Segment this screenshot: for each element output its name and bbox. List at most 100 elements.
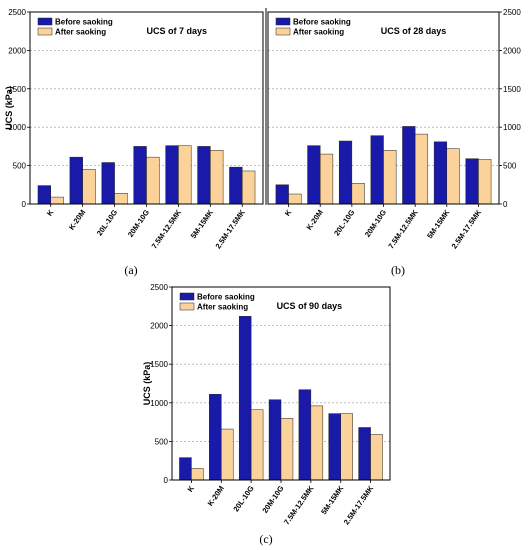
bar-after-soaking	[114, 192, 128, 205]
x-tick-label: K	[45, 208, 56, 218]
y-tick-label: 1500	[8, 85, 26, 94]
y-tick-label: 2500	[503, 8, 521, 17]
bar-before-soaking	[69, 156, 83, 205]
bar-before-soaking	[229, 166, 243, 205]
bar-before-soaking	[268, 399, 282, 481]
y-tick-label: 500	[155, 437, 169, 446]
bar-after-soaking	[383, 149, 397, 205]
bar-after-soaking	[319, 153, 334, 205]
bar-before-soaking	[307, 145, 321, 205]
panel-label: (a)	[124, 263, 137, 277]
x-tick-label: 20L-10G	[332, 208, 356, 238]
x-tick-label: K-20M	[206, 484, 226, 508]
bar-before-soaking	[402, 126, 416, 205]
y-tick-label: 2500	[8, 8, 26, 17]
y-tick-label: 2500	[150, 283, 168, 292]
legend-label: After saoking	[293, 28, 344, 37]
x-tick-label: K-20M	[67, 208, 87, 232]
bar-before-soaking	[465, 158, 479, 205]
bar-after-soaking	[414, 133, 429, 205]
bar-after-soaking	[146, 156, 160, 205]
legend-swatch-after	[179, 302, 195, 311]
x-tick-label: 2.5M-17.5MK	[213, 208, 247, 251]
y-tick-label: 2000	[8, 46, 26, 55]
bar-after-soaking	[351, 183, 365, 205]
bar-before-soaking	[328, 413, 341, 481]
x-tick-label: 20M-10G	[363, 208, 388, 239]
legend-label: Before saoking	[55, 18, 113, 27]
legend-label: After saoking	[197, 303, 248, 312]
y-tick-label: 0	[164, 476, 169, 485]
plot-frame	[171, 286, 391, 481]
bar-after-soaking	[478, 159, 492, 205]
x-tick-label: 7.5M-12.5MK	[150, 208, 184, 251]
legend-swatch-after	[275, 27, 291, 36]
bar-before-soaking	[433, 141, 448, 205]
panel-label: (c)	[259, 532, 272, 546]
bar-after-soaking	[340, 413, 353, 481]
y-tick-label: 1000	[8, 123, 26, 132]
bar-before-soaking	[370, 135, 384, 205]
x-tick-label: 20L-10G	[231, 484, 255, 514]
bar-after-soaking	[50, 196, 64, 205]
bar-after-soaking	[250, 409, 264, 481]
y-tick-label: 1500	[503, 85, 521, 94]
y-axis-label: UCS (kPa)	[142, 362, 152, 406]
x-tick-label: K	[186, 484, 197, 494]
bar-before-soaking	[238, 316, 252, 481]
bar-before-soaking	[275, 184, 289, 205]
legend-swatch-after	[37, 27, 53, 36]
y-tick-label: 2000	[503, 46, 521, 55]
x-tick-label: 20M-10G	[260, 484, 285, 515]
x-tick-label: 7.5M-12.5MK	[282, 484, 316, 527]
legend-swatch-before	[179, 292, 195, 301]
legend-swatch-before	[275, 17, 291, 26]
x-tick-label: K	[283, 208, 294, 218]
chart-title: UCS of 28 days	[381, 26, 447, 36]
bar-before-soaking	[37, 185, 51, 205]
bar-after-soaking	[210, 149, 224, 205]
bar-before-soaking	[338, 140, 353, 205]
y-tick-label: 1000	[503, 123, 521, 132]
y-tick-label: 0	[503, 200, 508, 209]
x-tick-label: 5M-15MK	[189, 208, 216, 241]
y-tick-label: 500	[13, 162, 27, 171]
y-tick-label: 1500	[150, 360, 168, 369]
bar-after-soaking	[82, 169, 96, 205]
y-tick-label: 0	[22, 200, 27, 209]
x-tick-label: K-20M	[305, 208, 325, 232]
bar-after-soaking	[178, 145, 192, 205]
bar-before-soaking	[209, 394, 222, 481]
bar-before-soaking	[133, 146, 147, 205]
chart-title: UCS of 90 days	[277, 301, 343, 311]
legend-label: After saoking	[55, 28, 106, 37]
bar-after-soaking	[221, 428, 234, 481]
y-tick-label: 1000	[150, 399, 168, 408]
bar-before-soaking	[165, 145, 179, 205]
y-tick-label: 500	[503, 162, 517, 171]
bar-after-soaking	[288, 193, 302, 205]
bar-after-soaking	[242, 170, 256, 205]
bar-before-soaking	[179, 457, 192, 481]
y-tick-label: 2000	[150, 322, 168, 331]
bar-before-soaking	[101, 162, 115, 205]
x-tick-label: 5M-15MK	[425, 208, 452, 241]
x-tick-label: 2.5M-17.5MK	[342, 484, 376, 527]
bar-after-soaking	[370, 434, 383, 481]
plot-frame	[29, 11, 264, 205]
legend-label: Before saoking	[197, 293, 255, 302]
bar-after-soaking	[280, 417, 294, 481]
legend-swatch-before	[37, 17, 53, 26]
chart-title: UCS of 7 days	[147, 26, 208, 36]
panel-label: (b)	[391, 263, 405, 277]
x-tick-label: 2.5M-17.5MK	[450, 208, 484, 251]
bar-before-soaking	[358, 427, 371, 481]
x-tick-label: 20L-10G	[95, 208, 119, 238]
bar-before-soaking	[298, 389, 312, 481]
x-tick-label: 20M-10G	[126, 208, 151, 239]
x-tick-label: 5M-15MK	[319, 484, 346, 517]
